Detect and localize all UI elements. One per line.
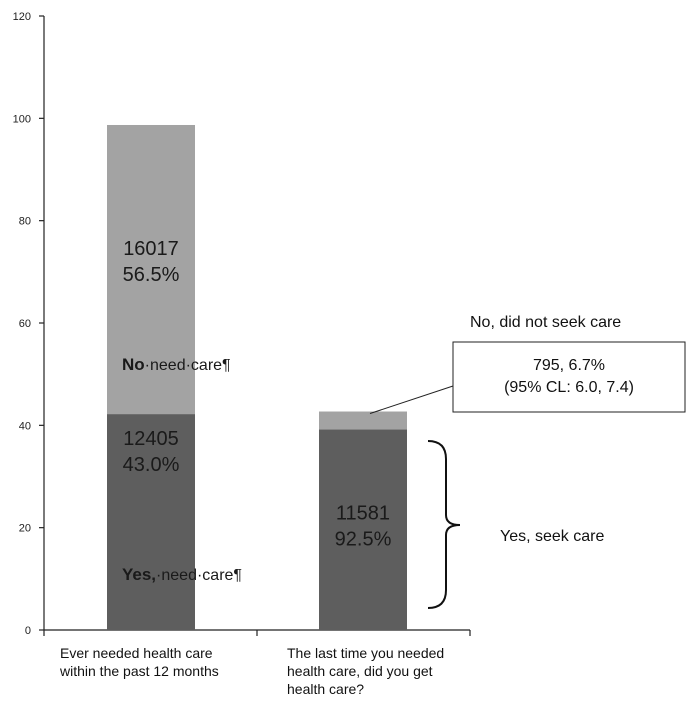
category-label-2: The last time you needed [287, 645, 444, 661]
bar-overlay-bold: No [122, 355, 145, 374]
annotation-no-seek-title: No, did not seek care [470, 314, 621, 331]
category-label-2: health care? [287, 681, 364, 697]
bar-segment-yes-1 [107, 414, 195, 630]
bar-value-label: 11581 [336, 503, 390, 525]
y-tick-label: 120 [13, 11, 31, 23]
y-tick-label: 100 [13, 113, 31, 125]
bar-value-label: 92.5% [335, 529, 392, 551]
segment-labels: 1240543.0%Yes,·need·care¶1601756.5%No·ne… [122, 238, 392, 584]
bar-value-label: 16017 [123, 238, 179, 260]
bar-overlay-rest: ·need·care¶ [156, 567, 242, 584]
y-tick-label: 40 [19, 420, 31, 432]
bar-value-label: 43.0% [123, 454, 180, 476]
y-tick-label: 0 [25, 625, 31, 637]
annotation-brace [427, 440, 461, 609]
annotation-no-seek-box [452, 341, 686, 413]
bar-value-label: 12405 [123, 428, 179, 450]
y-tick-label: 20 [19, 523, 31, 535]
category-labels: Ever needed health care within the past 1… [59, 645, 444, 697]
bar-overlay-rest: ·need·care¶ [145, 357, 231, 374]
bar-overlay-label: Yes,·need·care¶ [122, 565, 242, 584]
annotations: No, did not seek care 795, 6.7% (95% CL: 6… [369, 314, 686, 609]
category-label-1: Ever needed health care [60, 645, 213, 661]
bar-segment-yes-2 [319, 429, 407, 630]
bars [107, 124, 407, 630]
bar-segment-no-1 [107, 124, 195, 415]
category-label-1: within the past 12 months [59, 663, 219, 679]
bar-overlay-bold: Yes, [122, 565, 156, 584]
y-tick-label: 60 [19, 318, 31, 330]
annotation-no-seek-box-text: (95% CL: 6.0, 7.4) [504, 379, 634, 396]
annotation-no-seek-box-text: 795, 6.7% [533, 357, 605, 374]
y-tick-label: 80 [19, 216, 31, 228]
bar-value-label: 56.5% [123, 264, 180, 286]
annotation-yes-seek: Yes, seek care [500, 528, 604, 545]
category-label-2: health care, did you get [287, 663, 433, 679]
bar-overlay-label: No·need·care¶ [122, 355, 231, 374]
bar-segment-no-2 [319, 411, 407, 430]
axes: 0 20 40 60 80 100 120 [13, 11, 471, 637]
annotation-leader-line [369, 385, 454, 414]
